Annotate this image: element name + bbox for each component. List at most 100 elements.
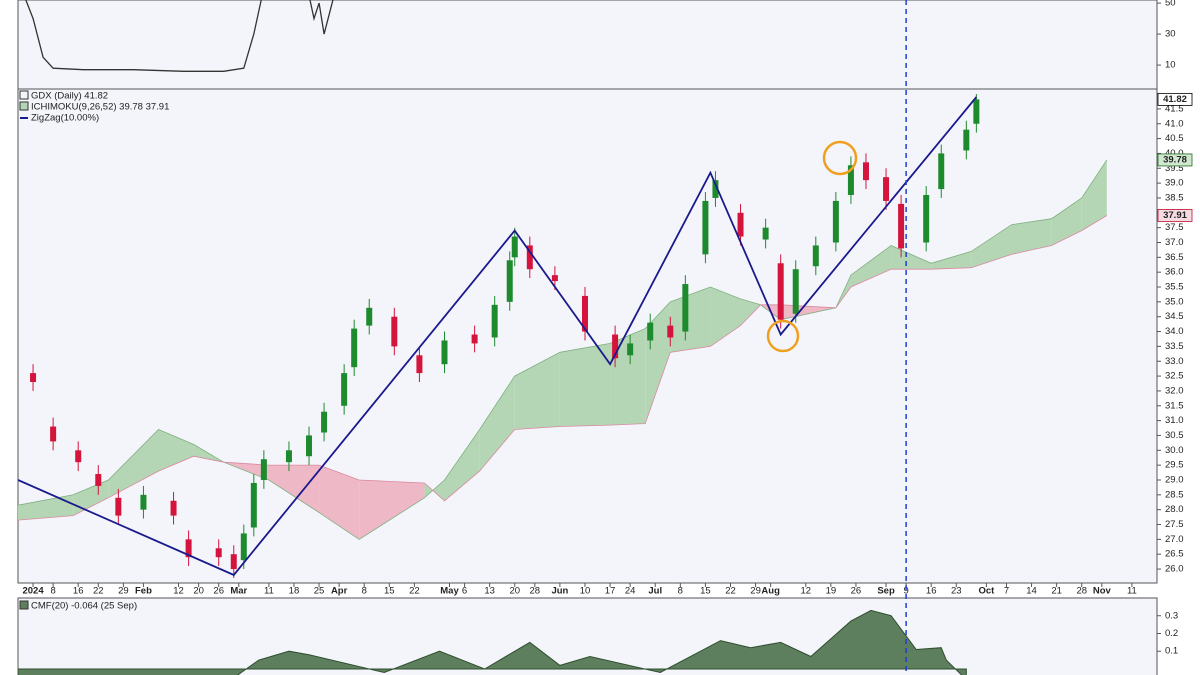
cloud-fill bbox=[1011, 218, 1052, 255]
y-tick-label: 30 bbox=[1165, 29, 1176, 40]
candle-body bbox=[95, 474, 102, 486]
candle-body bbox=[506, 260, 513, 302]
y-tick-label: 26.0 bbox=[1165, 564, 1184, 575]
candle-body bbox=[526, 245, 533, 270]
y-tick-label: 29.0 bbox=[1165, 475, 1184, 486]
y-tick-label: 30.5 bbox=[1165, 430, 1184, 441]
candle-body bbox=[75, 450, 82, 463]
highlight-circle bbox=[822, 140, 858, 176]
x-tick-label: 12 bbox=[800, 586, 811, 597]
y-tick-label: 0.3 bbox=[1165, 610, 1178, 621]
cloud-fill bbox=[559, 343, 611, 427]
cloud-fill bbox=[740, 298, 761, 326]
y-tick-label: 32.0 bbox=[1165, 385, 1184, 396]
cloud-fill bbox=[1051, 197, 1082, 246]
x-tick-label: 14 bbox=[1026, 586, 1037, 597]
y-tick-label: 0.2 bbox=[1165, 628, 1178, 639]
main-panel bbox=[17, 88, 1158, 584]
candle-body bbox=[627, 343, 634, 356]
indicator-line bbox=[25, 0, 334, 72]
price-badge bbox=[1157, 153, 1193, 167]
x-tick-label: 26 bbox=[213, 586, 224, 597]
x-tick-label: 23 bbox=[951, 586, 962, 597]
y-tick-label: 37.5 bbox=[1165, 222, 1184, 233]
x-tick-label: Nov bbox=[1093, 586, 1112, 597]
price-badge-label: 41.82 bbox=[1163, 94, 1187, 105]
candle-body bbox=[170, 500, 177, 516]
y-tick-label: 30.0 bbox=[1165, 445, 1184, 456]
candle-body bbox=[471, 334, 478, 344]
legend-text: GDX (Daily) 41.82 bbox=[31, 91, 108, 102]
y-tick-label: 33.0 bbox=[1165, 356, 1184, 367]
y-tick-label: 39.5 bbox=[1165, 163, 1184, 174]
x-tick-label: 28 bbox=[530, 586, 541, 597]
cloud-fill bbox=[610, 328, 646, 426]
y-tick-label: 31.5 bbox=[1165, 400, 1184, 411]
cloud-fill bbox=[444, 429, 480, 501]
cloud-fill bbox=[158, 429, 194, 472]
y-tick-label: 37.0 bbox=[1165, 237, 1184, 248]
candle-body bbox=[260, 459, 267, 480]
candle-body bbox=[883, 177, 890, 201]
candle-body bbox=[862, 162, 869, 181]
legend-icon bbox=[19, 600, 29, 610]
candle-body bbox=[140, 494, 147, 510]
x-tick-label: 24 bbox=[625, 586, 636, 597]
x-tick-label: Jul bbox=[648, 586, 662, 597]
y-tick-label: 39.0 bbox=[1165, 178, 1184, 189]
legend-text: ZigZag(10.00%) bbox=[31, 113, 99, 124]
span-a-line bbox=[18, 159, 1108, 540]
cloud-fill bbox=[73, 479, 109, 516]
x-tick-label: 18 bbox=[289, 586, 300, 597]
y-tick-label: 33.5 bbox=[1165, 341, 1184, 352]
cloud-fill bbox=[359, 479, 425, 540]
x-tick-label: 11 bbox=[1127, 586, 1137, 597]
price-badge bbox=[1157, 92, 1193, 106]
y-tick-label: 50 bbox=[1165, 0, 1176, 9]
candle-body bbox=[963, 129, 970, 151]
y-tick-label: 34.5 bbox=[1165, 311, 1184, 322]
candle-body bbox=[812, 245, 819, 267]
x-tick-label: 19 bbox=[826, 586, 837, 597]
candle-body bbox=[416, 355, 423, 374]
candle-body bbox=[647, 322, 654, 341]
cloud-fill bbox=[268, 465, 320, 513]
top-panel bbox=[17, 0, 1158, 90]
y-tick-label: 31.0 bbox=[1165, 415, 1184, 426]
y-tick-label: 34.0 bbox=[1165, 326, 1184, 337]
price-badge bbox=[1157, 209, 1193, 222]
cloud-fill bbox=[710, 287, 741, 347]
candle-body bbox=[898, 203, 905, 249]
candle-body bbox=[702, 200, 709, 255]
candle-body bbox=[938, 153, 945, 190]
x-tick-label: 20 bbox=[509, 586, 520, 597]
candle-body bbox=[341, 373, 348, 406]
candle-body bbox=[682, 284, 689, 332]
candle-body bbox=[240, 533, 247, 561]
y-tick-label: 28.5 bbox=[1165, 489, 1184, 500]
y-tick-label: 10 bbox=[1165, 60, 1176, 71]
candle-body bbox=[491, 304, 498, 338]
candle-body bbox=[30, 373, 37, 383]
candle-body bbox=[923, 194, 930, 243]
y-tick-label: 0.1 bbox=[1165, 646, 1178, 657]
x-tick-label: 25 bbox=[314, 586, 325, 597]
candle-body bbox=[215, 548, 222, 558]
cloud-fill bbox=[479, 376, 515, 472]
cloud-fill bbox=[1081, 159, 1107, 231]
candle-body bbox=[285, 450, 292, 463]
candle-body bbox=[762, 227, 769, 240]
legend-text: CMF(20) -0.064 (25 Sep) bbox=[31, 601, 137, 612]
x-tick-label: Mar bbox=[230, 586, 247, 597]
x-tick-label: 15 bbox=[700, 586, 711, 597]
y-tick-label: 40.5 bbox=[1165, 133, 1184, 144]
candle-body bbox=[391, 316, 398, 347]
x-tick-label: 28 bbox=[1076, 586, 1087, 597]
x-tick-label: 22 bbox=[725, 586, 736, 597]
candle-body bbox=[832, 200, 839, 243]
highlight-circle bbox=[766, 319, 800, 353]
x-tick-label: Aug bbox=[761, 586, 780, 597]
legend-text: ICHIMOKU(9,26,52) 39.78 37.91 bbox=[31, 102, 169, 113]
y-tick-label: 41.0 bbox=[1165, 118, 1184, 129]
